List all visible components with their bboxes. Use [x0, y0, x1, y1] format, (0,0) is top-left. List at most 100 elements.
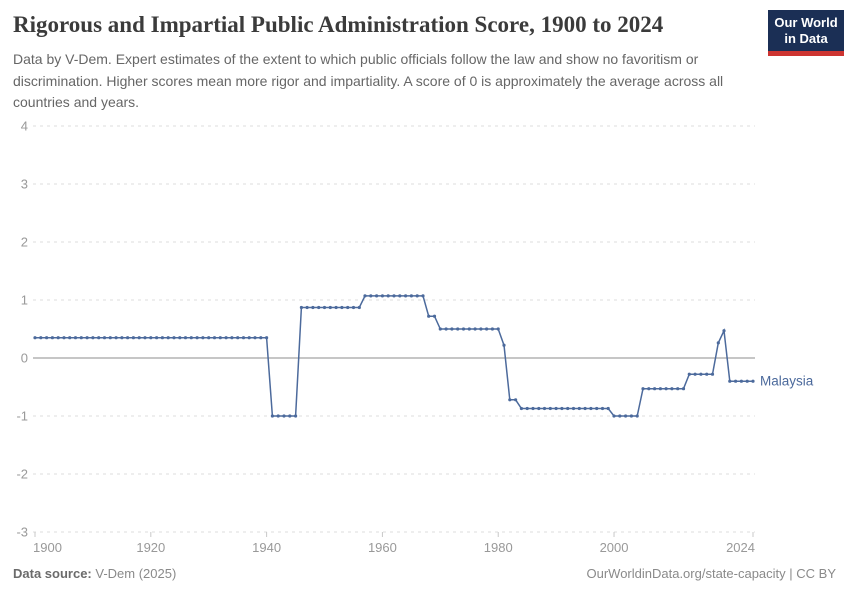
data-point: [664, 387, 668, 391]
owid-logo: Our World in Data: [768, 10, 844, 56]
data-point: [207, 336, 211, 340]
data-point: [39, 336, 43, 340]
data-point: [444, 327, 448, 331]
data-point: [33, 336, 37, 340]
data-point: [340, 305, 344, 310]
x-tick-label: 1920: [136, 540, 165, 555]
data-point: [502, 343, 506, 347]
data-point: [734, 379, 738, 383]
data-point: [50, 336, 55, 340]
data-point: [241, 336, 246, 340]
data-point: [421, 294, 425, 298]
data-point: [542, 406, 547, 411]
data-point: [600, 406, 605, 411]
data-point: [380, 294, 384, 298]
data-point: [183, 336, 188, 340]
data-point: [45, 336, 49, 340]
data-point: [351, 305, 356, 310]
data-point: [62, 336, 66, 340]
x-tick-label: 1960: [368, 540, 397, 555]
data-point: [375, 294, 379, 298]
data-point: [270, 414, 274, 418]
data-point: [305, 305, 309, 310]
data-point: [398, 294, 402, 298]
y-tick-label: -3: [16, 525, 28, 540]
data-point: [595, 406, 599, 411]
data-point: [699, 372, 703, 376]
data-point: [647, 387, 651, 391]
data-point: [427, 314, 431, 318]
x-tick-label: 1900: [33, 540, 62, 555]
data-point: [473, 327, 477, 331]
data-point: [467, 327, 471, 331]
y-tick-label: 3: [21, 177, 28, 192]
data-point: [230, 336, 234, 340]
data-point: [583, 406, 587, 411]
data-point: [687, 372, 691, 376]
data-point: [404, 294, 408, 298]
data-point: [178, 336, 182, 340]
data-point: [265, 336, 269, 340]
data-point: [485, 327, 489, 331]
data-point: [716, 341, 720, 345]
data-point: [79, 336, 83, 340]
data-point: [658, 387, 663, 391]
data-point: [438, 327, 442, 331]
owid-logo-line2: in Data: [784, 31, 828, 46]
data-point: [108, 336, 112, 340]
data-point: [126, 336, 130, 340]
data-point: [635, 414, 639, 418]
data-point: [537, 406, 541, 411]
credit-line: OurWorldinData.org/state-capacity | CC B…: [586, 566, 836, 581]
data-point: [288, 414, 292, 418]
x-tick-label: 1940: [252, 540, 281, 555]
data-point: [566, 406, 570, 411]
data-point: [195, 336, 199, 340]
data-point: [102, 336, 107, 340]
x-tick-label: 2024: [726, 540, 755, 555]
data-point: [693, 372, 697, 376]
data-point: [571, 406, 576, 411]
y-tick-label: -1: [16, 409, 28, 424]
data-point: [149, 336, 153, 340]
data-point: [456, 327, 460, 331]
series-line: [35, 295, 753, 417]
data-point: [676, 387, 680, 391]
data-point: [143, 336, 147, 340]
y-tick-label: 2: [21, 235, 28, 250]
data-point: [91, 336, 95, 340]
data-point: [670, 387, 674, 391]
data-source: Data source: V-Dem (2025): [13, 566, 176, 581]
data-point: [548, 406, 552, 411]
data-point: [710, 372, 715, 376]
data-point: [560, 406, 564, 411]
data-point: [160, 336, 164, 340]
data-point: [508, 398, 512, 402]
data-point: [461, 327, 466, 331]
data-point: [519, 406, 524, 411]
x-tick-label: 1980: [484, 540, 513, 555]
data-point: [201, 336, 205, 340]
data-point: [432, 314, 437, 318]
data-source-label: Data source:: [13, 566, 92, 581]
data-point: [629, 414, 634, 418]
data-point: [346, 305, 350, 310]
data-point: [172, 336, 176, 340]
data-point: [155, 336, 159, 340]
data-point: [276, 414, 280, 418]
data-point: [577, 406, 581, 411]
data-point: [415, 294, 419, 298]
data-point: [322, 305, 327, 310]
data-point: [311, 305, 315, 310]
data-point: [705, 372, 709, 376]
data-point: [189, 336, 193, 340]
data-point: [612, 414, 616, 418]
y-tick-label: 4: [21, 119, 28, 134]
data-point: [525, 406, 529, 411]
data-point: [554, 406, 558, 411]
data-point: [653, 387, 657, 391]
data-point: [218, 336, 222, 340]
data-point: [253, 336, 257, 340]
y-tick-label: 1: [21, 293, 28, 308]
